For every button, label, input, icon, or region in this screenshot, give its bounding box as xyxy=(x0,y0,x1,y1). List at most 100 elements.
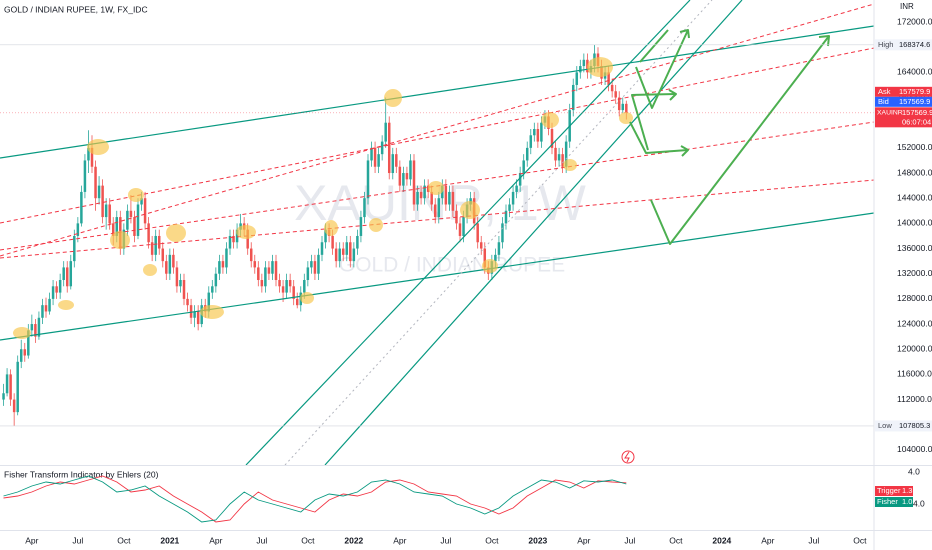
candle-body xyxy=(497,242,501,255)
price-tag-value: 157579.9 xyxy=(899,87,930,96)
candle-body xyxy=(175,267,179,287)
candle-body xyxy=(157,235,161,249)
candle-body xyxy=(249,248,253,262)
price-tag-label: Bid xyxy=(878,97,889,106)
candle-body xyxy=(525,147,529,161)
candle-body xyxy=(94,166,97,199)
candle-body xyxy=(97,185,101,199)
candle-body xyxy=(271,261,274,274)
candle-body xyxy=(518,173,522,186)
highlight xyxy=(369,218,383,232)
x-tick-label: Oct xyxy=(301,535,315,545)
candle-body xyxy=(267,267,271,274)
trend-line xyxy=(324,0,743,466)
candle-body xyxy=(58,280,62,293)
candle-body xyxy=(310,261,313,268)
x-tick-label: Jul xyxy=(808,535,819,545)
x-tick-label: 2024 xyxy=(712,535,731,545)
arrow xyxy=(635,29,689,109)
candle-body xyxy=(324,229,327,243)
candle-body xyxy=(349,242,352,262)
candle-body xyxy=(614,91,617,98)
highlight xyxy=(128,188,144,202)
trend-line xyxy=(0,25,875,159)
highlight xyxy=(428,181,444,195)
candle-body xyxy=(451,191,455,211)
candle-body xyxy=(409,160,412,180)
candle-body xyxy=(448,191,451,205)
candle-body xyxy=(16,361,19,413)
y-tick-label: 104000.0 xyxy=(897,444,932,454)
candle-body xyxy=(104,204,108,218)
candle-body xyxy=(161,248,165,262)
candle-body xyxy=(34,324,37,337)
candle-body xyxy=(625,103,628,113)
candle-body xyxy=(111,223,115,236)
price-tag-bg xyxy=(875,96,932,107)
candle-body xyxy=(412,160,416,205)
candle-body xyxy=(186,298,189,306)
candle-body xyxy=(87,147,90,161)
candle-body xyxy=(377,154,380,167)
candle-body xyxy=(274,261,278,281)
candle-body xyxy=(338,248,341,262)
candle-body xyxy=(136,204,140,236)
drawings xyxy=(0,0,875,466)
indicator-tag-name: Fisher xyxy=(877,497,898,506)
candle-body xyxy=(384,122,387,142)
candle-body xyxy=(260,280,264,287)
candle-body xyxy=(303,280,306,293)
x-tick-label: 2022 xyxy=(344,535,363,545)
alert-icon[interactable] xyxy=(621,450,635,464)
candle-body xyxy=(554,147,557,161)
candle-body xyxy=(579,66,582,73)
candle-body xyxy=(370,147,373,161)
candle-body xyxy=(402,173,405,186)
candle-body xyxy=(444,185,448,205)
highlight xyxy=(384,89,402,107)
candle-body xyxy=(9,374,12,400)
candle-body xyxy=(221,261,225,268)
highlight xyxy=(58,300,74,310)
candle-body xyxy=(225,248,228,268)
candle-body xyxy=(150,242,154,255)
x-tick-label: 2023 xyxy=(528,535,547,545)
indicator-tag-value: 1.3 xyxy=(902,486,912,495)
x-tick-label: Apr xyxy=(393,535,406,545)
price-tag-bg xyxy=(875,39,932,51)
y-tick-label: 144000.0 xyxy=(897,192,932,202)
candle-body xyxy=(69,261,73,287)
arrow-head xyxy=(668,89,677,101)
y-tick-label: 148000.0 xyxy=(897,167,932,177)
candle-body xyxy=(483,248,487,268)
candle-body xyxy=(214,273,218,287)
candle-body xyxy=(430,191,433,205)
indicator-title: Fisher Transform Indicator by Ehlers (20… xyxy=(4,469,159,479)
candle-body xyxy=(610,84,614,92)
candle-body xyxy=(331,235,334,249)
trend-line xyxy=(0,47,875,224)
candle-body xyxy=(147,223,150,243)
candle-body xyxy=(416,191,419,205)
highlight xyxy=(541,112,559,128)
candle-body xyxy=(253,261,257,268)
candle-body xyxy=(257,267,260,281)
candle-body xyxy=(522,160,525,174)
highlight xyxy=(236,225,256,239)
price-tag-label: High xyxy=(878,40,893,49)
candle-body xyxy=(356,235,359,249)
arrow xyxy=(650,35,830,245)
trend-line xyxy=(0,212,875,341)
candle-body xyxy=(168,254,172,274)
x-tick-label: Jul xyxy=(256,535,267,545)
candle-body xyxy=(281,286,285,293)
candle-body xyxy=(317,254,320,274)
y-tick-label: 120000.0 xyxy=(897,343,932,353)
candle-body xyxy=(19,349,23,362)
highlight xyxy=(587,57,613,77)
x-tick-label: Apr xyxy=(25,535,38,545)
y-tick-label: 128000.0 xyxy=(897,293,932,303)
candle-body xyxy=(218,261,221,274)
x-tick-label: Apr xyxy=(209,535,222,545)
candle-body xyxy=(387,122,391,174)
